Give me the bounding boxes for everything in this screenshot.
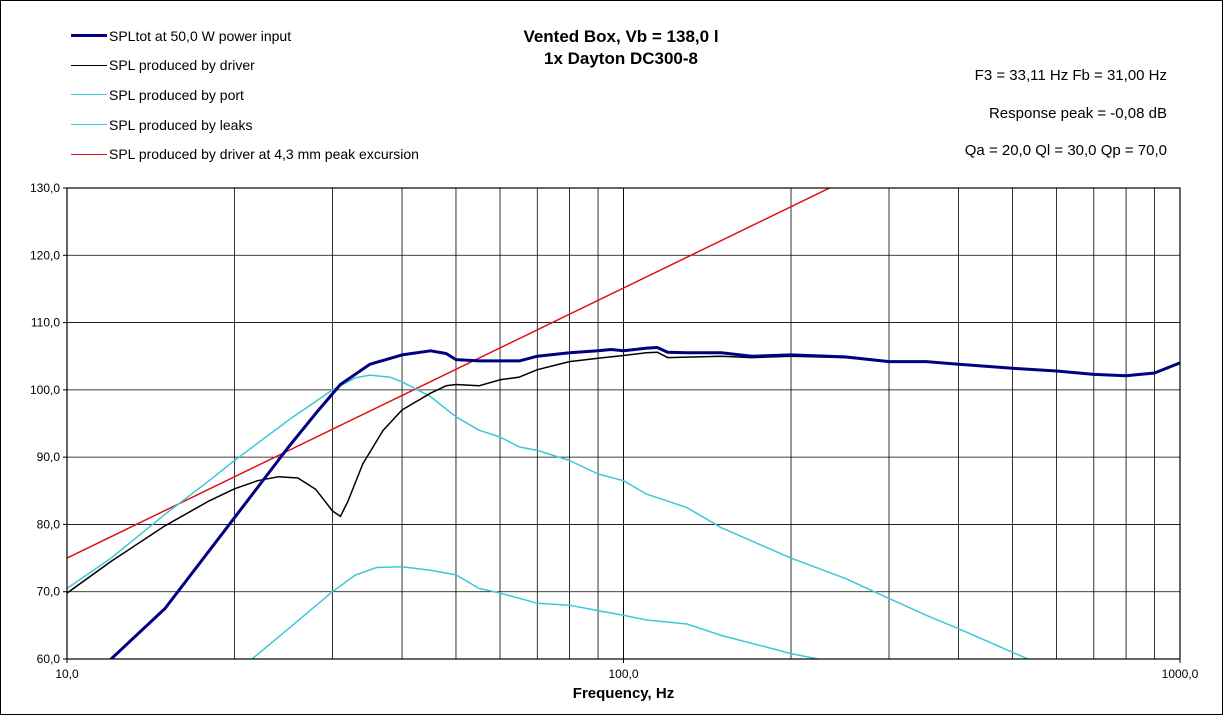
q-values-info: Qa = 20,0 Ql = 30,0 Qp = 70,0 — [964, 142, 1167, 159]
f3-fb-info: F3 = 33,11 Hz Fb = 31,00 Hz — [974, 67, 1167, 84]
chart-subtitle: 1x Dayton DC300-8 — [543, 49, 698, 68]
x-tick-label: 10,0 — [55, 667, 79, 681]
chart-legend: SPLtot at 50,0 W power input SPL produce… — [71, 21, 419, 169]
chart-series — [67, 188, 1180, 659]
legend-item: SPLtot at 50,0 W power input — [71, 21, 419, 51]
legend-swatch-spltot — [71, 34, 107, 38]
legend-item: SPL produced by driver at 4,3 mm peak ex… — [71, 139, 419, 169]
y-tick-label: 90,0 — [37, 450, 61, 464]
legend-swatch-port — [71, 94, 107, 96]
legend-label: SPL produced by driver — [109, 57, 255, 74]
legend-swatch-excursion — [71, 153, 107, 155]
y-tick-label: 80,0 — [37, 517, 61, 531]
x-tick-label: 1000,0 — [1162, 667, 1199, 681]
chart-grid — [67, 188, 1180, 659]
y-tick-label: 70,0 — [37, 585, 61, 599]
legend-item: SPL produced by driver — [71, 51, 419, 81]
legend-item: SPL produced by port — [71, 80, 419, 110]
legend-label: SPL produced by port — [109, 86, 244, 103]
x-axis-label: Frequency, Hz — [573, 685, 674, 702]
legend-swatch-driver — [71, 64, 107, 66]
legend-label: SPL produced by leaks — [109, 116, 253, 133]
legend-item: SPL produced by leaks — [71, 110, 419, 140]
series-leaks-line — [251, 566, 822, 659]
y-tick-label: 130,0 — [30, 181, 60, 195]
series-excursion-line — [67, 188, 832, 559]
series-driver-line — [67, 351, 1180, 594]
series-spltot-line — [109, 346, 1180, 659]
y-tick-label: 60,0 — [37, 652, 61, 666]
y-tick-label: 100,0 — [30, 383, 60, 397]
response-peak-info: Response peak = -0,08 dB — [988, 105, 1167, 122]
axis-ticks: 60,0 70,0 80,0 90,0 100,0 110,0 120,0 130,0 10,0… — [30, 181, 1199, 681]
legend-label: SPLtot at 50,0 W power input — [109, 27, 292, 44]
legend-label: SPL produced by driver at 4,3 mm peak ex… — [109, 146, 419, 163]
y-tick-label: 110,0 — [31, 316, 60, 330]
y-tick-label: 120,0 — [30, 248, 60, 262]
chart-title: Vented Box, Vb = 138,0 l — [523, 27, 719, 46]
legend-swatch-leaks — [71, 124, 107, 126]
series-port-line — [67, 374, 1030, 659]
x-tick-label: 100,0 — [608, 667, 638, 681]
